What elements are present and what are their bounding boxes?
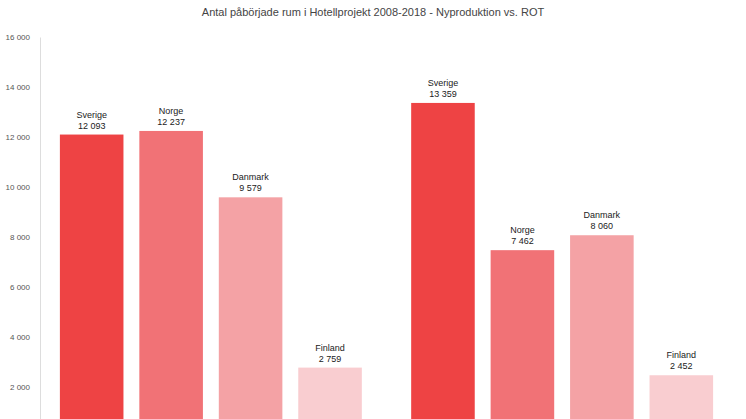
title: Antal påbörjade rum i Hotellprojekt 2008… — [202, 6, 545, 18]
data-label: 13 359 — [429, 89, 457, 99]
bar-name: Danmark — [584, 210, 621, 220]
y-axis: 2 000 4 000 6 000 8 000 10 000 12 000 14 000 16… — [6, 33, 41, 419]
bar — [60, 135, 124, 419]
bar — [650, 375, 714, 419]
data-label: 7 462 — [511, 236, 534, 246]
bar — [219, 197, 283, 419]
tick: 2 000 — [10, 383, 40, 392]
bar — [298, 368, 362, 419]
bar — [411, 103, 475, 419]
bar-name: Norge — [510, 225, 535, 235]
tick-label: 16 000 — [6, 33, 31, 42]
data-label: 2 759 — [319, 354, 342, 364]
bar — [491, 250, 555, 419]
tick: 14 000 — [6, 83, 40, 92]
tick-label: 10 000 — [6, 183, 31, 192]
tick-label: 2 000 — [10, 383, 31, 392]
tick: 16 000 — [6, 33, 40, 42]
tick: 4 000 — [10, 333, 40, 342]
tick-label: 14 000 — [6, 83, 31, 92]
bar — [570, 235, 634, 419]
data-label: 12 093 — [78, 121, 106, 131]
tick-label: 6 000 — [10, 283, 31, 292]
tick-label: 4 000 — [10, 333, 31, 342]
tick: 8 000 — [10, 233, 40, 242]
tick-label: 12 000 — [6, 133, 31, 142]
bar-name: Danmark — [232, 172, 269, 182]
data-label: 12 237 — [157, 117, 185, 127]
data-labels: Sverige12 093Sverige13 359Norge12 237Nor… — [76, 78, 696, 371]
bars — [60, 103, 713, 419]
bar-name: Norge — [159, 106, 184, 116]
tick: 12 000 — [6, 133, 40, 142]
bar-name: Finland — [315, 343, 345, 353]
tick-label: 8 000 — [10, 233, 31, 242]
data-label: 9 579 — [239, 183, 262, 193]
chart: Antal påbörjade rum i Hotellprojekt 2008… — [0, 0, 746, 419]
axis-line — [40, 38, 41, 419]
data-label: 2 452 — [670, 361, 693, 371]
bar-name: Finland — [667, 350, 697, 360]
tick: 6 000 — [10, 283, 40, 292]
data-label: 8 060 — [591, 221, 614, 231]
bar — [139, 131, 203, 419]
tick: 10 000 — [6, 183, 40, 192]
bar-name: Sverige — [428, 78, 459, 88]
bar-name: Sverige — [76, 110, 107, 120]
